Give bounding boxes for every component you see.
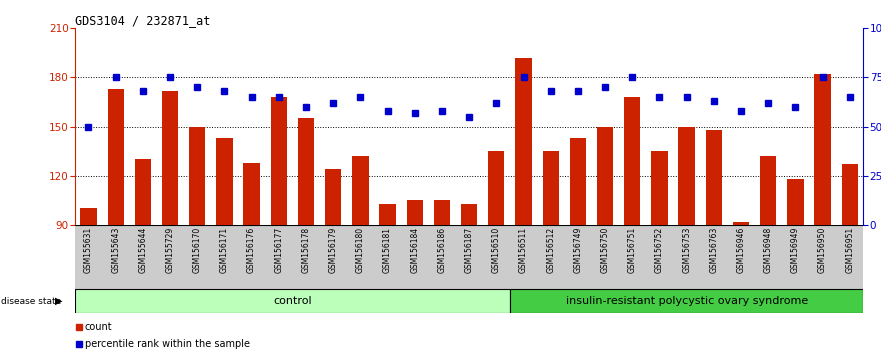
Text: GSM156763: GSM156763 (709, 227, 718, 273)
Bar (189, 126, 205, 225)
Text: percentile rank within the sample: percentile rank within the sample (85, 339, 249, 349)
Bar (706, 130, 722, 225)
Bar (433, 200, 450, 225)
Bar (75, 289, 510, 313)
Bar (107, 89, 124, 225)
Bar (488, 151, 505, 225)
Text: GSM156180: GSM156180 (356, 227, 365, 273)
Text: ▶: ▶ (55, 296, 63, 306)
Bar (352, 156, 368, 225)
Text: GSM156948: GSM156948 (764, 227, 773, 273)
Bar (510, 289, 863, 313)
Bar (841, 164, 858, 225)
Bar (298, 118, 315, 225)
Text: GSM156951: GSM156951 (845, 227, 855, 273)
Text: GSM156752: GSM156752 (655, 227, 664, 273)
Text: count: count (85, 322, 113, 332)
Text: GSM156170: GSM156170 (193, 227, 202, 273)
Bar (733, 222, 749, 225)
Text: GSM156184: GSM156184 (411, 227, 419, 273)
Text: GSM156512: GSM156512 (546, 227, 555, 273)
Bar (651, 151, 668, 225)
Text: GSM156511: GSM156511 (519, 227, 528, 273)
Text: insulin-resistant polycystic ovary syndrome: insulin-resistant polycystic ovary syndr… (566, 296, 808, 306)
Bar (135, 159, 151, 225)
Text: GSM155644: GSM155644 (138, 227, 147, 273)
Text: GSM156946: GSM156946 (737, 227, 745, 273)
Text: GSM156187: GSM156187 (464, 227, 474, 273)
Bar (597, 126, 613, 225)
Bar (570, 138, 586, 225)
Text: GSM155643: GSM155643 (111, 227, 120, 273)
Text: GSM156750: GSM156750 (601, 227, 610, 273)
Text: GSM156179: GSM156179 (329, 227, 337, 273)
Bar (407, 200, 423, 225)
Text: control: control (273, 296, 312, 306)
Bar (678, 126, 695, 225)
Text: GSM156171: GSM156171 (220, 227, 229, 273)
Text: GSM156176: GSM156176 (247, 227, 256, 273)
Text: GSM156753: GSM156753 (682, 227, 692, 273)
Bar (380, 204, 396, 225)
Bar (814, 74, 831, 225)
Text: GSM156749: GSM156749 (574, 227, 582, 273)
Text: disease state: disease state (1, 297, 61, 306)
Text: GSM156178: GSM156178 (301, 227, 310, 273)
Bar (543, 151, 559, 225)
Text: GDS3104 / 232871_at: GDS3104 / 232871_at (75, 14, 211, 27)
Bar (624, 97, 640, 225)
Text: GSM156751: GSM156751 (628, 227, 637, 273)
Bar (515, 58, 531, 225)
Bar (760, 156, 776, 225)
Bar (216, 138, 233, 225)
Bar (325, 169, 341, 225)
Text: GSM156177: GSM156177 (274, 227, 284, 273)
Bar (270, 97, 287, 225)
Bar (788, 179, 803, 225)
Bar (80, 209, 97, 225)
Text: GSM155729: GSM155729 (166, 227, 174, 273)
Text: GSM155631: GSM155631 (84, 227, 93, 273)
Bar (162, 91, 178, 225)
Text: GSM156181: GSM156181 (383, 227, 392, 273)
Text: GSM156186: GSM156186 (438, 227, 447, 273)
Bar (243, 162, 260, 225)
Text: GSM156950: GSM156950 (818, 227, 827, 273)
Text: GSM156510: GSM156510 (492, 227, 500, 273)
Bar (461, 204, 478, 225)
Text: GSM156949: GSM156949 (791, 227, 800, 273)
